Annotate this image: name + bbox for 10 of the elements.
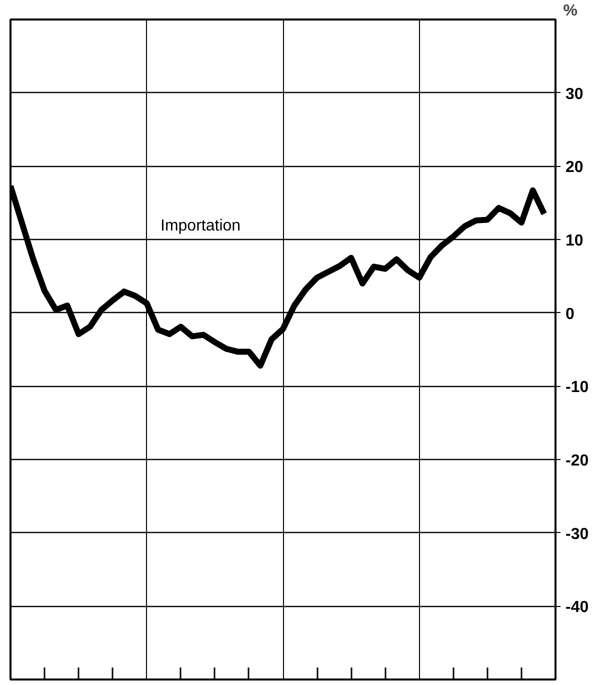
- y-tick-label: -40: [566, 599, 589, 616]
- y-tick-label: 10: [566, 232, 584, 250]
- y-tick-label: 30: [566, 86, 584, 103]
- y-axis-title: %: [563, 2, 578, 20]
- y-tick-label: 20: [566, 159, 584, 176]
- y-tick-label: -10: [566, 379, 589, 396]
- y-tick-label: 0: [566, 306, 574, 323]
- y-tick-label: -30: [566, 526, 589, 543]
- y-tick-label: -20: [566, 452, 589, 470]
- text: Importation: [160, 218, 241, 234]
